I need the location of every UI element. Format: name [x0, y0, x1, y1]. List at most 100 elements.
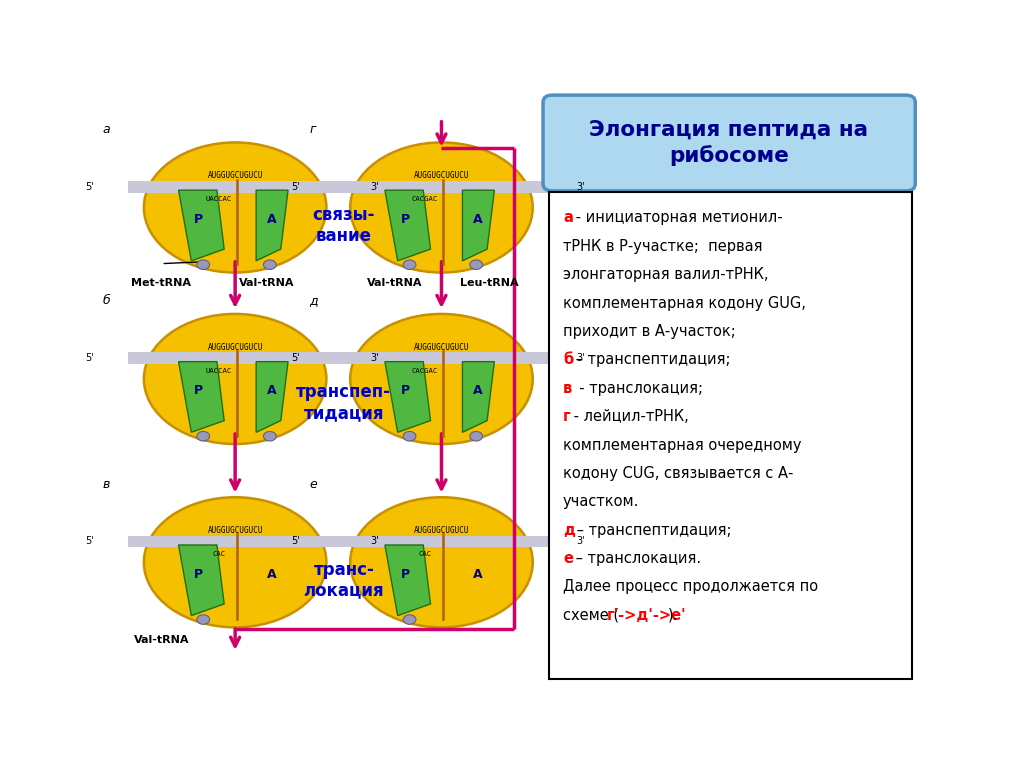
Text: AUGGUGCUGUCU: AUGGUGCUGUCU [208, 343, 263, 352]
Text: Далее процесс продолжается по: Далее процесс продолжается по [563, 579, 818, 594]
Text: транс-
локация: транс- локация [303, 561, 384, 600]
Text: 3': 3' [371, 353, 379, 363]
FancyBboxPatch shape [309, 180, 573, 193]
Text: б: б [102, 294, 111, 307]
Text: Val-tRNA: Val-tRNA [240, 279, 295, 289]
Text: AUGGUGCUGUCU: AUGGUGCUGUCU [414, 526, 469, 535]
Circle shape [263, 432, 276, 441]
Text: е: е [309, 478, 316, 491]
Text: д: д [309, 294, 317, 307]
Polygon shape [178, 190, 224, 261]
Text: A: A [473, 384, 482, 397]
Text: кодону CUG, связывается с А-: кодону CUG, связывается с А- [563, 466, 794, 481]
Text: A: A [473, 568, 482, 581]
Text: д: д [563, 523, 574, 538]
Polygon shape [385, 362, 430, 432]
Text: б: б [563, 353, 573, 367]
Text: A: A [267, 384, 276, 397]
Text: CACGAC: CACGAC [412, 196, 438, 202]
FancyBboxPatch shape [549, 191, 912, 680]
Text: приходит в А-участок;: приходит в А-участок; [563, 324, 735, 339]
Polygon shape [385, 190, 430, 261]
FancyBboxPatch shape [102, 535, 368, 548]
Text: транспеп-
тидация: транспеп- тидация [296, 383, 391, 422]
Ellipse shape [143, 497, 327, 627]
Polygon shape [256, 190, 288, 261]
Polygon shape [463, 190, 495, 261]
FancyBboxPatch shape [309, 353, 573, 364]
Text: 3': 3' [371, 537, 379, 547]
Text: A: A [267, 213, 276, 226]
FancyBboxPatch shape [102, 180, 368, 193]
Text: AUGGUGCUGUCU: AUGGUGCUGUCU [208, 171, 263, 180]
Text: е: е [563, 551, 572, 566]
Text: Элонгация пептида на
рибосоме: Элонгация пептида на рибосоме [589, 120, 868, 167]
Text: схеме (: схеме ( [563, 607, 620, 623]
Text: 5': 5' [291, 182, 300, 192]
Text: – транспептидация;: – транспептидация; [570, 353, 730, 367]
Ellipse shape [143, 142, 327, 273]
Circle shape [470, 260, 482, 270]
Text: P: P [400, 213, 410, 226]
Text: - инициаторная метионил-: - инициаторная метионил- [570, 210, 782, 226]
Ellipse shape [143, 314, 327, 444]
Text: A: A [473, 213, 482, 226]
Text: г: г [309, 123, 315, 136]
Text: 3': 3' [577, 537, 585, 547]
Polygon shape [463, 362, 495, 432]
Text: UACCAC: UACCAC [206, 368, 231, 373]
Text: – транспептидация;: – транспептидация; [572, 523, 732, 538]
Text: 3': 3' [371, 182, 379, 192]
Text: комплементарная кодону GUG,: комплементарная кодону GUG, [563, 296, 806, 310]
Text: CAC: CAC [212, 551, 225, 557]
Polygon shape [178, 545, 224, 616]
Circle shape [263, 260, 276, 270]
Text: P: P [195, 213, 203, 226]
Ellipse shape [350, 142, 532, 273]
Text: 5': 5' [85, 182, 93, 192]
Text: CAC: CAC [419, 551, 431, 557]
Text: Val-tRNA: Val-tRNA [133, 635, 189, 645]
Circle shape [197, 432, 210, 441]
Text: AUGGUGCUGUCU: AUGGUGCUGUCU [414, 171, 469, 180]
Text: участком.: участком. [563, 495, 639, 509]
Text: P: P [195, 384, 203, 397]
Text: P: P [400, 568, 410, 581]
Circle shape [403, 260, 416, 270]
Polygon shape [178, 362, 224, 432]
Text: Leu-tRNA: Leu-tRNA [460, 279, 518, 289]
Text: 5': 5' [85, 537, 93, 547]
Text: элонгаторная валил-тРНК,: элонгаторная валил-тРНК, [563, 267, 768, 282]
Text: комплементарная очередному: комплементарная очередному [563, 438, 802, 452]
Circle shape [197, 614, 210, 624]
Text: Val-tRNA: Val-tRNA [367, 279, 422, 289]
Text: а: а [102, 123, 111, 136]
Text: - транслокация;: - транслокация; [570, 381, 703, 396]
Polygon shape [256, 362, 288, 432]
Text: тРНК в Р-участке;  первая: тРНК в Р-участке; первая [563, 239, 763, 253]
Text: 3': 3' [577, 182, 585, 192]
Text: P: P [400, 384, 410, 397]
Circle shape [403, 432, 416, 441]
Text: 5': 5' [85, 353, 93, 363]
Text: AUGGUGCUGUCU: AUGGUGCUGUCU [208, 526, 263, 535]
Text: г'->д'->е': г'->д'->е' [606, 607, 686, 623]
Text: 3': 3' [577, 353, 585, 363]
Circle shape [403, 614, 416, 624]
Text: – транслокация.: – транслокация. [570, 551, 700, 566]
Text: в: в [563, 381, 572, 396]
FancyBboxPatch shape [309, 535, 573, 548]
FancyBboxPatch shape [102, 353, 368, 364]
Text: UACCAC: UACCAC [206, 196, 231, 202]
Text: ).: ). [668, 607, 679, 623]
Circle shape [197, 260, 210, 270]
Text: P: P [195, 568, 203, 581]
Ellipse shape [350, 497, 532, 627]
Text: а: а [563, 210, 572, 226]
Text: - лейцил-тРНК,: - лейцил-тРНК, [568, 409, 688, 424]
Text: 5': 5' [291, 353, 300, 363]
Text: г: г [563, 409, 570, 424]
Polygon shape [385, 545, 430, 616]
Text: 5': 5' [291, 537, 300, 547]
Text: Met-tRNA: Met-tRNA [131, 279, 191, 289]
